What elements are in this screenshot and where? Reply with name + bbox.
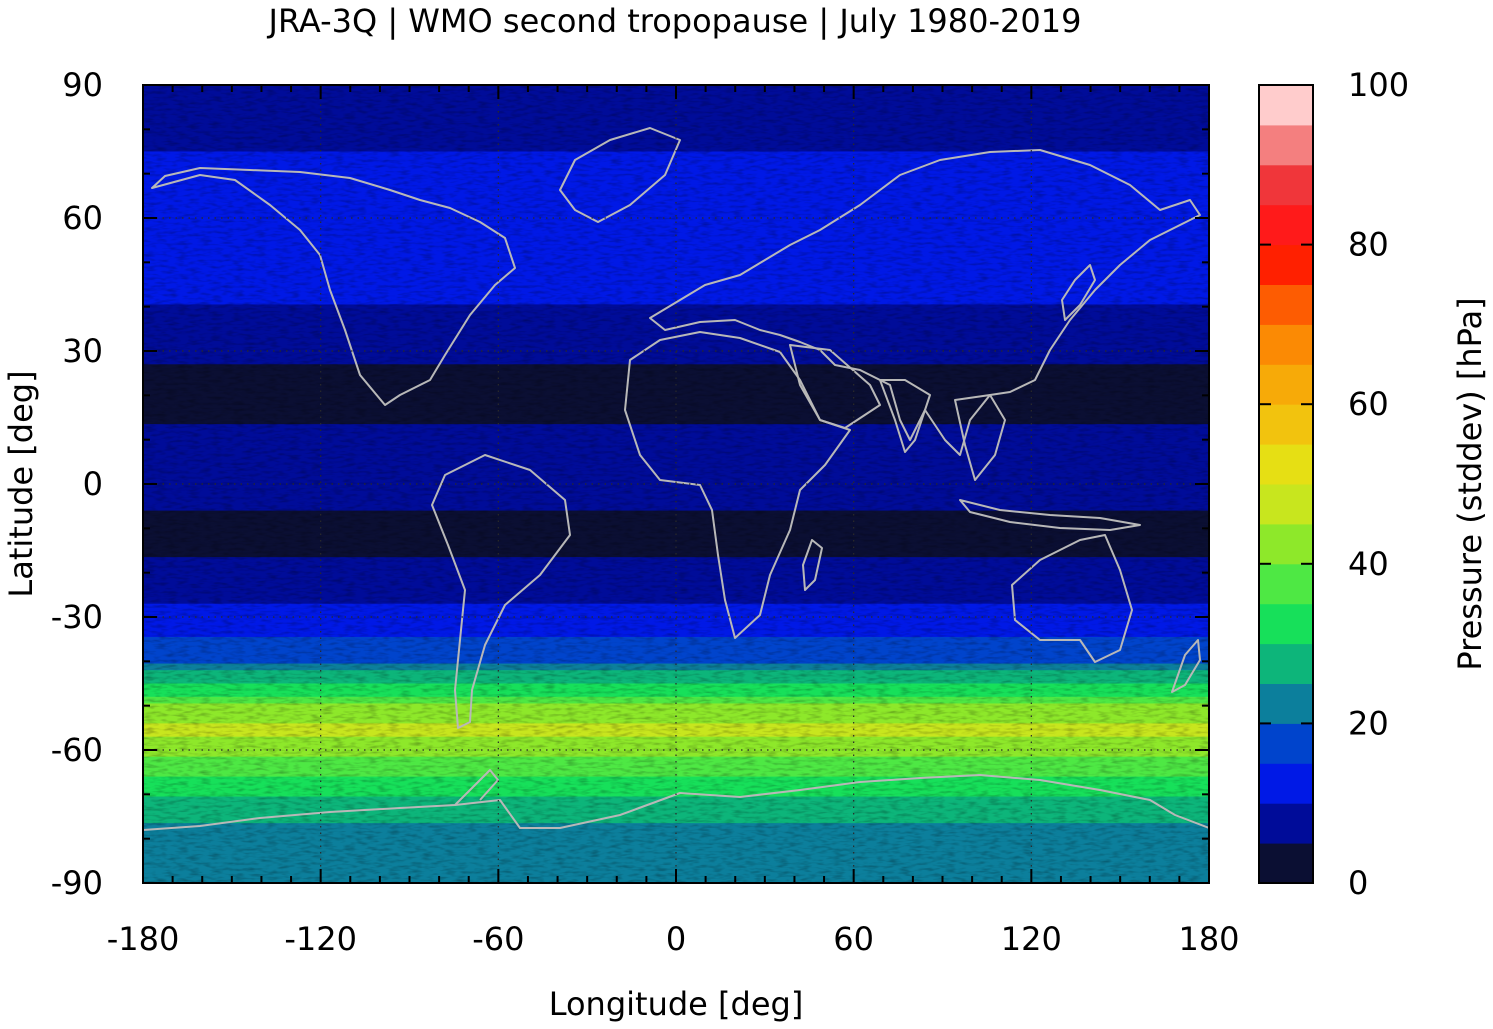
- colorbar-frame: [1258, 84, 1314, 884]
- coastline-indonesia: [959, 499, 1141, 531]
- colorbar-swatch: [1259, 843, 1313, 884]
- colorbar-swatch: [1259, 204, 1313, 246]
- coastline-antarctica: [143, 774, 1209, 831]
- y-tick-label: -60: [51, 731, 103, 769]
- colorbar-tick-label: 80: [1348, 226, 1389, 264]
- coastline-south-america: [431, 454, 571, 729]
- coastline-southeast-asia: [954, 394, 1006, 481]
- colorbar-tick-label: 0: [1348, 864, 1368, 902]
- colorbar-swatch: [1259, 803, 1313, 844]
- colorbar-swatch: [1259, 124, 1313, 166]
- plot-area: [143, 85, 1209, 883]
- y-tick-labels: 90 60 30 0 -30 -60 -90: [51, 66, 103, 902]
- coastline-greenland: [559, 127, 681, 223]
- coastline-japan: [1061, 264, 1096, 321]
- colorbar-tick-label: 40: [1348, 545, 1389, 583]
- x-tick-label: -180: [107, 920, 180, 958]
- y-tick-label: 90: [62, 66, 103, 104]
- colorbar-swatch: [1259, 683, 1313, 724]
- colorbar-tick-label: 20: [1348, 704, 1389, 742]
- y-tick-label: -30: [51, 598, 103, 636]
- coastline-north-america: [151, 167, 516, 406]
- coastline-madagascar: [802, 539, 823, 591]
- y-axis-label: Latitude [deg]: [2, 370, 40, 597]
- y-tick-label: 30: [62, 332, 103, 370]
- colorbar-label: Pressure (stddev) [hPa]: [1451, 297, 1489, 670]
- colorbar-ticks: [1259, 84, 1313, 884]
- colorbar-swatch: [1259, 603, 1313, 645]
- coastline-antarctic-peninsula: [454, 769, 499, 806]
- colorbar-swatch: [1259, 563, 1313, 605]
- colorbar: [1259, 85, 1313, 884]
- coastline-overlay: [143, 127, 1209, 831]
- coastline-new-zealand: [1171, 639, 1201, 693]
- coastline-arabia: [789, 344, 881, 429]
- coastline-india: [879, 379, 931, 453]
- axis-ticks: [142, 84, 1210, 884]
- colorbar-swatch: [1259, 523, 1313, 565]
- colorbar-swatch: [1259, 484, 1313, 525]
- y-tick-label: 0: [83, 465, 103, 503]
- chart-title: JRA-3Q | WMO second tropopause | July 19…: [267, 2, 1082, 40]
- colorbar-swatch: [1259, 164, 1313, 206]
- coastline-australia: [1011, 534, 1133, 663]
- colorbar-tick-label: 100: [1348, 66, 1409, 104]
- y-tick-label: -90: [51, 864, 103, 902]
- colorbar-swatch: [1259, 324, 1313, 365]
- gridlines: [143, 85, 1209, 883]
- x-tick-label: 120: [1001, 920, 1062, 958]
- x-tick-label: 180: [1178, 920, 1239, 958]
- coastline-africa: [624, 331, 851, 639]
- colorbar-swatch: [1259, 404, 1313, 445]
- x-tick-label: 0: [666, 920, 686, 958]
- colorbar-swatch: [1259, 284, 1313, 325]
- colorbar-tick-labels: 0 20 40 60 80 100: [1348, 66, 1409, 902]
- colorbar-swatch: [1259, 444, 1313, 485]
- colorbar-swatch: [1259, 723, 1313, 764]
- y-tick-label: 60: [62, 199, 103, 237]
- colorbar-swatch: [1259, 364, 1313, 405]
- x-tick-label: 60: [833, 920, 874, 958]
- colorbar-swatch: [1259, 763, 1313, 804]
- colorbar-swatch: [1259, 85, 1313, 126]
- colorbar-swatch: [1259, 244, 1313, 285]
- x-tick-label: -120: [284, 920, 357, 958]
- colorbar-swatch: [1259, 643, 1313, 684]
- x-tick-labels: -180 -120 -60 0 60 120 180: [107, 920, 1240, 958]
- x-axis-label: Longitude [deg]: [549, 985, 804, 1023]
- colorbar-tick-label: 60: [1348, 385, 1389, 423]
- x-tick-label: -60: [472, 920, 524, 958]
